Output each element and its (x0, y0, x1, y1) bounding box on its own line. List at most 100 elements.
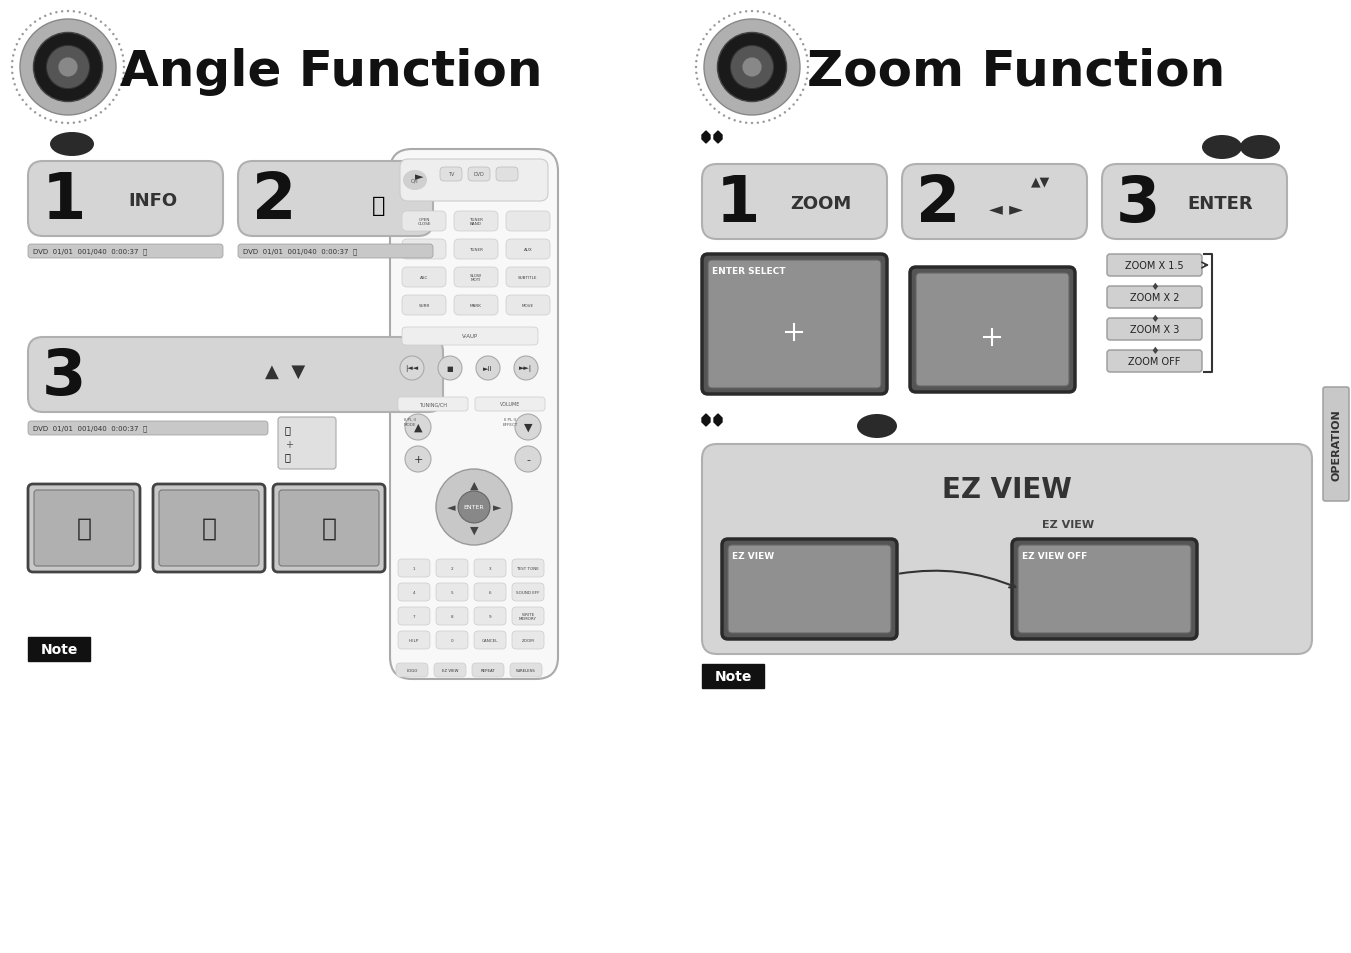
Circle shape (16, 90, 18, 91)
Circle shape (515, 415, 540, 440)
Circle shape (807, 72, 809, 75)
Text: 🎥: 🎥 (372, 195, 385, 215)
Circle shape (713, 109, 716, 111)
Circle shape (723, 18, 725, 21)
FancyBboxPatch shape (399, 559, 430, 578)
Text: OPEN
CLOSE: OPEN CLOSE (417, 217, 431, 226)
FancyBboxPatch shape (399, 583, 430, 601)
Circle shape (34, 22, 36, 24)
Text: II PL II
MODE: II PL II MODE (404, 417, 416, 426)
Circle shape (513, 356, 538, 380)
FancyBboxPatch shape (399, 397, 467, 412)
Text: EZ VIEW: EZ VIEW (942, 476, 1071, 503)
Circle shape (123, 72, 124, 75)
FancyBboxPatch shape (403, 212, 446, 232)
Polygon shape (703, 132, 711, 144)
Polygon shape (713, 132, 721, 144)
Text: AUX: AUX (524, 248, 532, 252)
Circle shape (800, 39, 801, 41)
Circle shape (55, 12, 58, 14)
Circle shape (703, 94, 705, 97)
Circle shape (89, 118, 92, 120)
Circle shape (19, 39, 20, 41)
FancyBboxPatch shape (436, 631, 467, 649)
Text: ▲▼: ▲▼ (1031, 174, 1050, 188)
Text: ■: ■ (447, 366, 454, 372)
Circle shape (796, 34, 798, 36)
Text: ▲  ▼: ▲ ▼ (265, 362, 305, 380)
FancyBboxPatch shape (273, 484, 385, 573)
Circle shape (704, 20, 800, 116)
Text: -: - (526, 455, 530, 464)
FancyBboxPatch shape (507, 212, 550, 232)
Circle shape (405, 415, 431, 440)
FancyBboxPatch shape (153, 484, 265, 573)
FancyBboxPatch shape (507, 240, 550, 260)
Text: ♦: ♦ (1150, 346, 1159, 355)
FancyBboxPatch shape (436, 583, 467, 601)
FancyBboxPatch shape (474, 607, 507, 625)
Text: MOVE: MOVE (521, 304, 534, 308)
Bar (28, 638, 91, 661)
Circle shape (104, 109, 107, 111)
FancyBboxPatch shape (390, 150, 558, 679)
Text: SOUND EFF: SOUND EFF (516, 590, 540, 595)
Text: ◄ ►: ◄ ► (989, 201, 1023, 219)
Circle shape (108, 30, 111, 31)
Circle shape (705, 100, 708, 102)
Text: ZOOM: ZOOM (790, 194, 851, 213)
Circle shape (61, 122, 63, 125)
Polygon shape (713, 415, 721, 427)
Circle shape (118, 90, 120, 91)
FancyBboxPatch shape (512, 559, 544, 578)
FancyBboxPatch shape (454, 240, 499, 260)
Ellipse shape (1202, 136, 1242, 160)
FancyBboxPatch shape (703, 254, 888, 395)
Text: |◄◄: |◄◄ (405, 365, 419, 372)
FancyBboxPatch shape (512, 583, 544, 601)
FancyBboxPatch shape (403, 328, 538, 346)
Text: DVD  01/01  001/040  0:00:37  🎥: DVD 01/01 001/040 0:00:37 🎥 (32, 249, 147, 255)
FancyBboxPatch shape (454, 212, 499, 232)
Text: EZ VIEW: EZ VIEW (1042, 519, 1094, 530)
Circle shape (84, 120, 86, 122)
FancyBboxPatch shape (703, 444, 1312, 655)
Circle shape (400, 356, 424, 380)
FancyBboxPatch shape (911, 268, 1075, 393)
Circle shape (30, 25, 31, 28)
Circle shape (405, 447, 431, 473)
Circle shape (16, 44, 18, 47)
Circle shape (11, 61, 14, 63)
Circle shape (89, 15, 92, 18)
FancyBboxPatch shape (399, 631, 430, 649)
Text: 8: 8 (451, 615, 454, 618)
Text: SUBTITLE: SUBTITLE (519, 275, 538, 280)
FancyBboxPatch shape (436, 559, 467, 578)
Circle shape (39, 18, 41, 21)
Text: Angle Function: Angle Function (120, 48, 543, 96)
FancyBboxPatch shape (28, 162, 223, 236)
FancyBboxPatch shape (159, 491, 259, 566)
Text: TUNER
BAND: TUNER BAND (469, 217, 484, 226)
Circle shape (697, 50, 700, 51)
Text: 🎥: 🎥 (285, 452, 290, 461)
Bar (703, 664, 765, 688)
FancyBboxPatch shape (507, 295, 550, 315)
Circle shape (58, 58, 77, 77)
Circle shape (14, 84, 16, 87)
Circle shape (122, 78, 124, 81)
Circle shape (438, 356, 462, 380)
Text: V-AUP: V-AUP (462, 335, 478, 339)
Circle shape (705, 34, 708, 36)
Circle shape (84, 13, 86, 16)
FancyBboxPatch shape (496, 168, 517, 182)
Text: 5: 5 (451, 590, 454, 595)
Text: OPERATION: OPERATION (1331, 409, 1342, 480)
Circle shape (709, 104, 712, 107)
Circle shape (11, 72, 14, 75)
Circle shape (22, 100, 24, 102)
Circle shape (807, 61, 809, 63)
Text: MARK: MARK (470, 304, 482, 308)
Text: 🎥: 🎥 (285, 424, 290, 435)
Text: ZOOM OFF: ZOOM OFF (1128, 356, 1181, 367)
